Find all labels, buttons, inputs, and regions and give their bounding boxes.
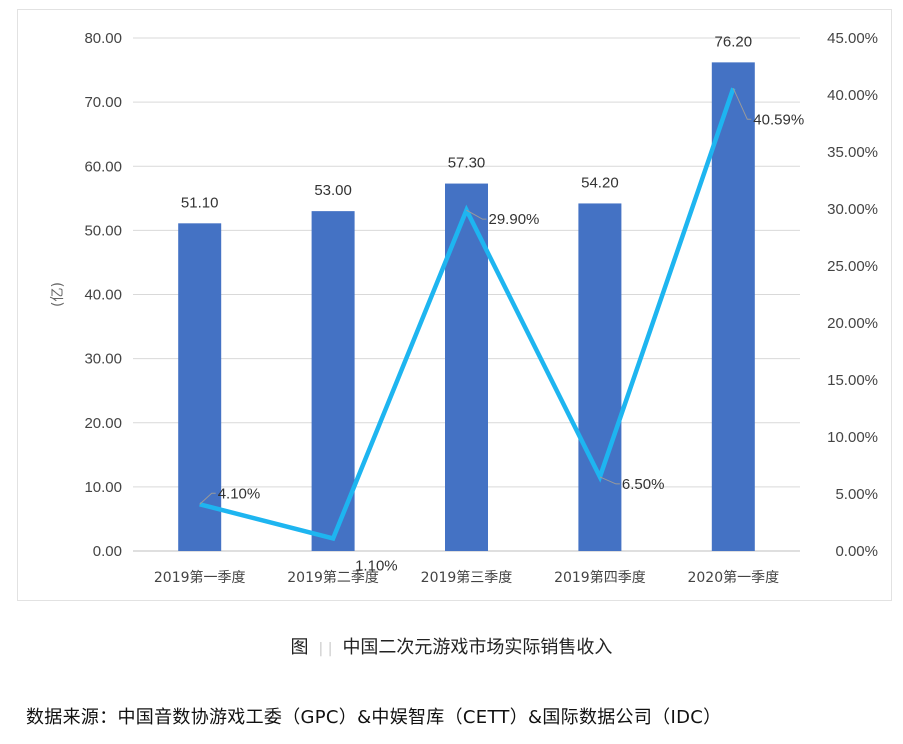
line-value-label: 29.90% [489, 211, 540, 228]
bar-value-label: 53.00 [314, 182, 352, 199]
y-tick-label: 80.00 [84, 30, 122, 47]
bar-value-label: 57.30 [448, 155, 486, 172]
caption-prefix: 图 [290, 637, 309, 658]
y2-tick-label: 40.00% [827, 87, 878, 104]
caption-title: 中国二次元游戏市场实际销售收入 [342, 637, 613, 658]
bar-value-label: 51.10 [181, 194, 219, 211]
y2-tick-label: 35.00% [827, 144, 878, 161]
bar [311, 211, 355, 551]
y-tick-label: 40.00 [84, 287, 122, 304]
label-leader-line [199, 492, 216, 505]
x-tick-label: 2019第三季度 [421, 569, 513, 586]
line-value-label: 1.10% [355, 557, 398, 574]
line-value-label: 6.50% [622, 476, 665, 493]
y2-tick-label: 0.00% [835, 543, 878, 560]
y-tick-label: 30.00 [84, 351, 122, 368]
x-tick-label: 2020第一季度 [687, 569, 779, 586]
x-tick-label: 2019第二季度 [287, 569, 379, 586]
y2-tick-label: 25.00% [827, 258, 878, 275]
y2-tick-label: 20.00% [827, 315, 878, 332]
label-leader-line [732, 88, 752, 120]
y-tick-label: 20.00 [84, 415, 122, 432]
y-tick-label: 70.00 [84, 94, 122, 111]
bar-value-label: 76.20 [715, 33, 753, 50]
y2-tick-label: 10.00% [827, 429, 878, 446]
y-tick-label: 0.00 [93, 543, 122, 560]
y2-tick-label: 30.00% [827, 201, 878, 218]
y-tick-label: 50.00 [84, 222, 122, 239]
y2-tick-label: 5.00% [835, 486, 878, 503]
figure-caption: 图 | | 中国二次元游戏市场实际销售收入 [0, 633, 903, 659]
y-tick-label: 10.00 [84, 479, 122, 496]
data-source-note: 数据来源：中国音数协游戏工委（GPC）&中娱智库（CETT）&国际数据公司（ID… [26, 707, 722, 728]
bar [178, 223, 222, 552]
y-tick-label: 60.00 [84, 158, 122, 175]
chart-container: 0.00 10.00 20.00 30.00 40.00 50.00 60.00 70.00 8… [17, 9, 892, 601]
caption-separator: | | [318, 641, 333, 657]
line-value-label: 40.59% [753, 111, 804, 128]
y2-tick-label: 45.00% [827, 30, 878, 47]
bar [711, 62, 755, 552]
label-leader-line [466, 209, 487, 220]
x-tick-label: 2019第一季度 [154, 569, 246, 586]
bar [578, 203, 622, 551]
line-value-label: 4.10% [218, 485, 261, 502]
label-leader-line [599, 476, 620, 485]
bar-value-label: 54.20 [581, 174, 619, 191]
y-axis-label: (亿) [50, 282, 66, 307]
combo-chart: 0.00 10.00 20.00 30.00 40.00 50.00 60.00 70.00 8… [50, 30, 878, 586]
y2-tick-label: 15.00% [827, 372, 878, 389]
x-tick-label: 2019第四季度 [554, 569, 646, 586]
